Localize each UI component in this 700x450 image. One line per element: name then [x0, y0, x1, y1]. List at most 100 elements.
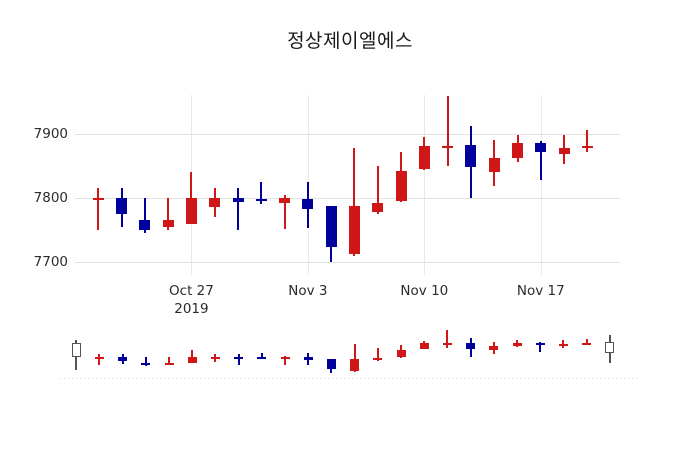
candle-wick — [237, 354, 240, 365]
y-axis-tick-label: 7900 — [33, 125, 68, 142]
candlestick — [395, 95, 407, 275]
candlestick — [279, 95, 291, 275]
candlestick — [512, 330, 522, 375]
candlestick — [139, 95, 151, 275]
candle-body — [350, 358, 360, 372]
candle-body — [489, 346, 499, 350]
candle-body — [488, 158, 500, 173]
candle-body — [303, 357, 313, 360]
candlestick — [187, 330, 197, 375]
candle-body — [535, 342, 545, 345]
candlestick — [581, 95, 593, 275]
candlestick — [326, 330, 336, 375]
candle-body — [512, 342, 522, 347]
candle-body — [94, 356, 104, 359]
candlestick — [255, 95, 267, 275]
candle-wick — [143, 197, 146, 234]
candle-body — [395, 170, 407, 202]
overview-baseline — [60, 378, 640, 379]
candlestick — [465, 95, 477, 275]
candle-body — [187, 356, 197, 364]
candle-wick — [446, 330, 449, 349]
candlestick — [488, 95, 500, 275]
candlestick — [162, 95, 174, 275]
gridline-vertical — [424, 95, 426, 275]
candlestick — [185, 95, 197, 275]
candlestick — [92, 95, 104, 275]
candlestick — [373, 330, 383, 375]
candle-body — [325, 205, 337, 248]
candlestick — [325, 95, 337, 275]
candle-wick — [353, 147, 356, 256]
candlestick — [535, 95, 547, 275]
candle-body — [185, 197, 197, 224]
candlestick — [372, 95, 384, 275]
candlestick — [164, 330, 174, 375]
candlestick — [512, 95, 524, 275]
candle-body — [419, 343, 429, 350]
candle-body — [442, 343, 452, 346]
gridline-horizontal — [75, 262, 620, 264]
candlestick — [116, 95, 128, 275]
candle-wick — [237, 188, 240, 230]
candlestick — [280, 330, 290, 375]
candlestick — [466, 330, 476, 375]
x-axis-tick-label: Oct 27 2019 — [169, 283, 214, 317]
candlestick — [94, 330, 104, 375]
candle-wick — [168, 356, 171, 365]
candlestick — [71, 330, 81, 375]
candlestick — [257, 330, 267, 375]
candle-wick — [284, 355, 287, 365]
x-axis-tick-label: Nov 3 — [288, 283, 328, 299]
candlestick — [535, 330, 545, 375]
candle-wick — [260, 352, 263, 359]
candle-wick — [167, 197, 170, 230]
candle-wick — [97, 188, 100, 230]
candle-wick — [585, 339, 588, 345]
candle-body — [373, 358, 383, 361]
candle-wick — [376, 348, 379, 361]
candle-body — [232, 197, 244, 203]
candle-body — [535, 143, 547, 152]
candle-body — [280, 356, 290, 359]
candlestick — [209, 95, 221, 275]
candle-body — [512, 143, 524, 158]
candle-body — [141, 362, 151, 365]
candle-wick — [144, 356, 147, 366]
candle-body — [465, 145, 477, 167]
candle-body — [255, 199, 267, 202]
candlestick — [489, 330, 499, 375]
candle-body — [279, 197, 291, 203]
candle-wick — [283, 194, 286, 229]
candle-body — [348, 205, 360, 255]
candlestick — [582, 330, 592, 375]
candle-body — [326, 358, 336, 370]
candle-wick — [260, 181, 263, 205]
candlestick — [232, 95, 244, 275]
candle-body — [116, 197, 128, 214]
candle-body — [418, 146, 430, 169]
candlestick — [350, 330, 360, 375]
gridline-horizontal — [75, 133, 620, 135]
candle-body — [118, 356, 128, 361]
gridline-horizontal — [75, 197, 620, 199]
candlestick — [303, 330, 313, 375]
candle-body — [162, 220, 174, 227]
candle-body — [234, 356, 244, 359]
candle-body — [209, 197, 221, 208]
candle-body — [581, 146, 593, 149]
candlestick — [605, 330, 615, 375]
candle-body — [302, 199, 314, 209]
y-axis-tick-label: 7700 — [33, 254, 68, 271]
candle-body — [605, 341, 615, 354]
candle-body — [92, 197, 104, 200]
candlestick — [118, 330, 128, 375]
candle-wick — [446, 96, 449, 166]
candlestick — [558, 330, 568, 375]
x-axis-tick-label: Nov 10 — [400, 283, 449, 299]
candlestick — [302, 95, 314, 275]
candle-body — [466, 343, 476, 349]
candle-body — [71, 343, 81, 357]
overview-panel — [60, 330, 640, 379]
candlestick — [442, 95, 454, 275]
